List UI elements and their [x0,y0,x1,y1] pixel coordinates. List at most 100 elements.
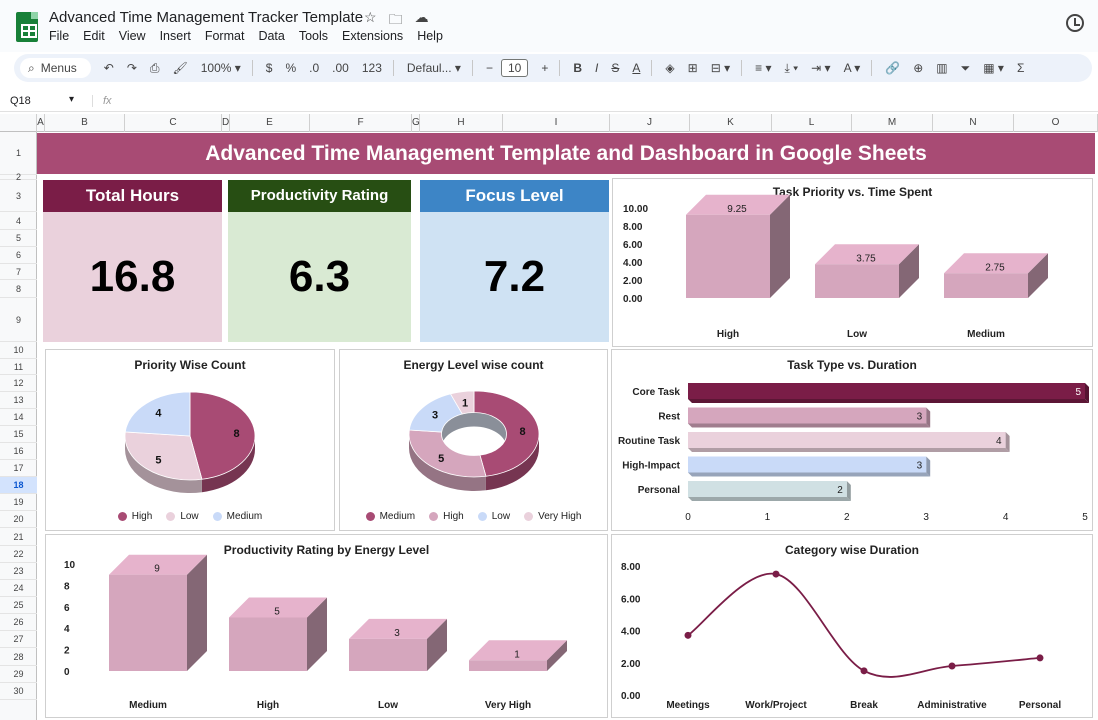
insert-link-icon[interactable]: 🔗 [885,61,901,75]
legend-item[interactable]: High [117,511,152,522]
version-history-icon[interactable] [1066,14,1084,32]
menu-format[interactable]: Format [204,29,245,43]
row-header-23[interactable]: 23 [0,563,37,580]
star-icon[interactable]: ☆ [364,9,377,25]
vertical-align-icon[interactable]: ⤓ ▾ [784,60,799,75]
borders-icon[interactable]: ⊞ [687,61,698,75]
undo-icon[interactable]: ↶ [103,61,114,75]
row-header-1[interactable]: 1 [0,132,37,175]
decrease-decimal-button[interactable]: .0 [309,61,320,75]
strikethrough-icon[interactable]: S [611,61,620,75]
menu-data[interactable]: Data [258,29,285,43]
fill-color-icon[interactable]: ◈ [665,61,675,75]
insert-chart-icon[interactable]: ▥ [936,61,948,75]
column-header-o[interactable]: O [1014,114,1098,132]
horizontal-align-icon[interactable]: ≡ ▾ [755,61,772,75]
row-header-7[interactable]: 7 [0,264,37,280]
menu-insert[interactable]: Insert [159,29,191,43]
column-header-a[interactable]: A [37,114,45,132]
legend-item[interactable]: High [429,511,464,522]
bold-button[interactable]: B [573,61,583,75]
column-header-n[interactable]: N [933,114,1014,132]
column-header-b[interactable]: B [45,114,125,132]
row-header-18[interactable]: 18 [0,477,37,494]
row-header-22[interactable]: 22 [0,546,37,563]
row-header-3[interactable]: 3 [0,180,37,212]
currency-format-button[interactable]: $ [265,61,273,75]
column-header-j[interactable]: J [610,114,690,132]
zoom-select[interactable]: 100% ▾ [200,61,241,75]
percent-format-button[interactable]: % [285,61,297,75]
legend-item[interactable]: Medium [212,511,262,522]
column-header-e[interactable]: E [230,114,310,132]
row-header-20[interactable]: 20 [0,511,37,528]
row-header-2[interactable]: 2 [0,173,37,182]
paint-format-icon[interactable]: 🖌 [172,61,188,75]
text-wrapping-icon[interactable]: ⇥ ▾ [811,61,831,75]
row-header-4[interactable]: 4 [0,212,37,230]
text-rotation-icon[interactable]: A ▾ [843,61,861,75]
row-header-14[interactable]: 14 [0,409,37,426]
decrease-font-size-button[interactable]: − [485,61,493,75]
row-header-13[interactable]: 13 [0,392,37,409]
legend-item[interactable]: Low [477,511,510,522]
row-header-19[interactable]: 19 [0,494,37,511]
sheets-logo-icon[interactable] [16,12,38,42]
row-header-30[interactable]: 30 [0,683,37,700]
column-header-g[interactable]: G [412,114,420,132]
row-header-29[interactable]: 29 [0,666,37,683]
row-header-21[interactable]: 21 [0,528,37,546]
legend-item[interactable]: Low [166,511,199,522]
row-header-8[interactable]: 8 [0,280,37,298]
move-folder-icon[interactable]: 🗀 [388,11,403,27]
chart-productivity-energy[interactable]: Productivity Rating by Energy Level 10 8 6… [45,534,608,718]
column-header-l[interactable]: L [772,114,852,132]
column-header-i[interactable]: I [503,114,610,132]
row-header-12[interactable]: 12 [0,375,37,392]
font-select[interactable]: Defaul... ▾ [406,61,461,75]
text-color-icon[interactable]: A [632,61,641,75]
number-format-button[interactable]: 123 [361,61,382,75]
row-header-28[interactable]: 28 [0,648,37,666]
row-header-10[interactable]: 10 [0,342,37,359]
print-icon[interactable]: ⎙ [149,60,160,75]
row-header-6[interactable]: 6 [0,247,37,264]
name-box[interactable]: Q18 [0,94,80,107]
menu-tools[interactable]: Tools [298,29,329,43]
font-size-input[interactable]: 10 [500,59,529,77]
row-header-9[interactable]: 9 [0,298,37,342]
menu-file[interactable]: File [49,29,70,43]
column-header-f[interactable]: F [310,114,412,132]
column-header-m[interactable]: M [852,114,933,132]
chart-energy-count[interactable]: Energy Level wise count 8 5 3 1 Medium High L… [339,349,608,531]
row-header-25[interactable]: 25 [0,597,37,614]
italic-button[interactable]: I [595,61,599,75]
menu-extensions[interactable]: Extensions [342,29,404,43]
redo-icon[interactable]: ↷ [126,61,137,75]
row-header-17[interactable]: 17 [0,460,37,477]
chart-task-type[interactable]: Task Type vs. Duration 5 Core Task 3 Rest 4 R… [611,349,1093,531]
menu-edit[interactable]: Edit [83,29,105,43]
filter-icon[interactable]: ⏷ [960,60,971,75]
menu-help[interactable]: Help [417,29,443,43]
increase-font-size-button[interactable]: + [541,61,549,75]
merge-cells-icon[interactable]: ⊟ ▾ [710,61,731,75]
chart-task-priority[interactable]: Task Priority vs. Time Spent 10.00 8.00 6.… [612,178,1093,347]
row-header-26[interactable]: 26 [0,614,37,631]
menu-search[interactable]: ⌕ Menus [20,58,91,78]
column-header-d[interactable]: D [222,114,230,132]
row-header-27[interactable]: 27 [0,631,37,648]
row-header-11[interactable]: 11 [0,359,37,375]
legend-item[interactable]: Medium [365,511,415,522]
document-title[interactable]: Advanced Time Management Tracker Templat… [49,9,364,26]
legend-item[interactable]: Very High [524,511,581,522]
cloud-status-icon[interactable]: ☁ [414,9,429,25]
column-header-c[interactable]: C [125,114,222,132]
chart-priority-count[interactable]: Priority Wise Count 8 5 4 High Low Medium [45,349,335,531]
increase-decimal-button[interactable]: .00 [332,61,349,75]
column-header-k[interactable]: K [690,114,772,132]
filter-views-icon[interactable]: ▦ ▾ [983,61,1004,75]
column-header-h[interactable]: H [420,114,503,132]
row-header-24[interactable]: 24 [0,580,37,597]
functions-button[interactable]: Σ [1016,61,1025,75]
